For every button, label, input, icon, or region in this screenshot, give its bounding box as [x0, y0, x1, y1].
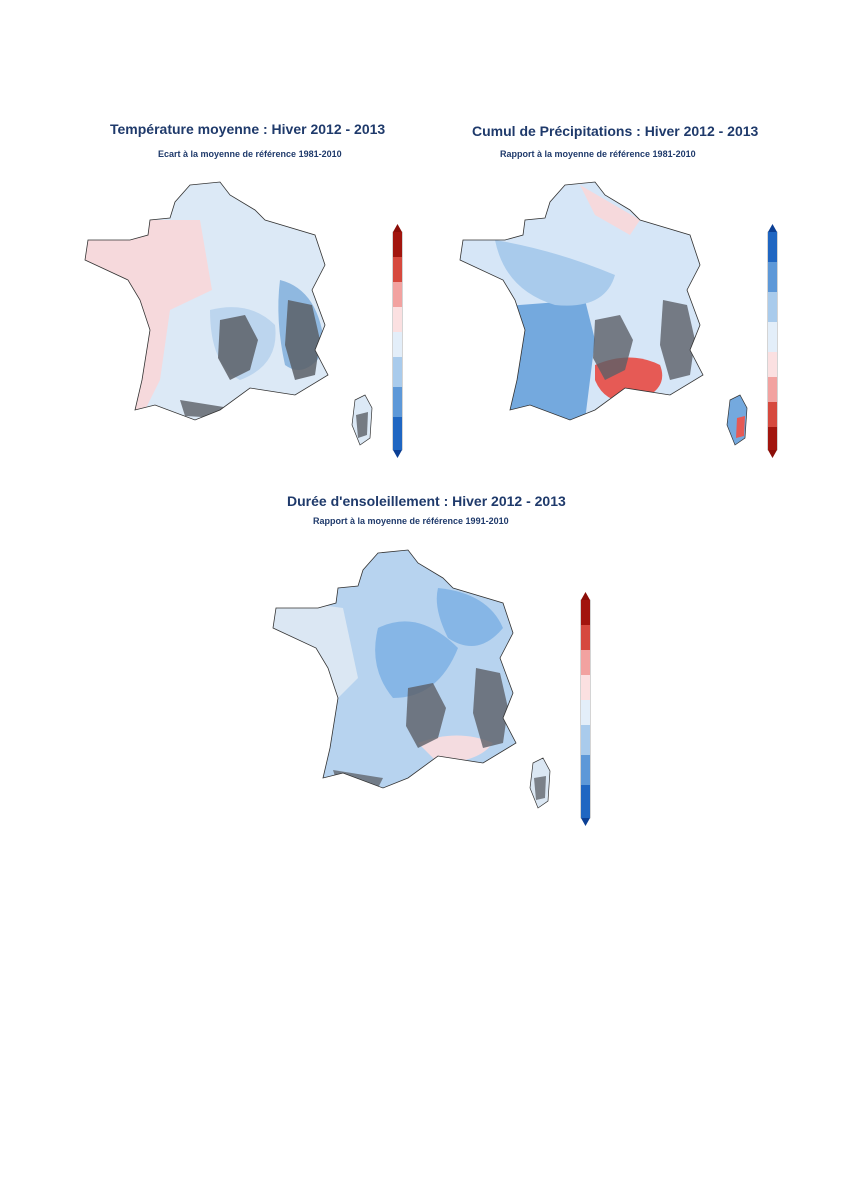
precipitation-map-title: Cumul de Précipitations : Hiver 2012 - 2…: [472, 123, 759, 139]
sunshine-colorbar: [580, 592, 591, 826]
alps-relief: [473, 668, 508, 748]
corsica-relief: [356, 412, 368, 438]
corsica-relief: [534, 776, 546, 800]
precipitation-colorbar: [767, 224, 778, 458]
wet-southwest-area: [460, 300, 595, 420]
sunshine-map-subtitle: Rapport à la moyenne de référence 1991-2…: [313, 516, 509, 526]
dry-northeast-zone: [580, 185, 640, 235]
low-sunshine-center: [375, 621, 458, 698]
temperature-map-title: Température moyenne : Hiver 2012 - 2013: [110, 121, 386, 137]
alps-relief: [285, 300, 320, 380]
massif-central-relief: [406, 683, 446, 748]
temperature-map-subtitle: Ecart à la moyenne de référence 1981-201…: [158, 149, 342, 159]
sunshine-map: [272, 549, 591, 826]
temperature-colorbar: [392, 224, 403, 458]
massif-central-relief: [593, 315, 633, 380]
corsica-dry-zone: [736, 416, 745, 438]
alps-relief: [660, 300, 695, 380]
above-normal-southeast: [418, 735, 493, 763]
precipitation-map: [459, 181, 778, 458]
sunshine-map-title: Durée d'ensoleillement : Hiver 2012 - 20…: [287, 493, 566, 509]
precipitation-map-subtitle: Rapport à la moyenne de référence 1981-2…: [500, 149, 696, 159]
temperature-map: [84, 181, 403, 458]
low-sunshine-northeast: [436, 588, 503, 646]
wet-central-zone: [495, 240, 615, 306]
massif-central-relief: [218, 315, 258, 380]
